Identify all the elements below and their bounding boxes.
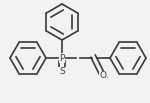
Text: S: S bbox=[59, 67, 65, 77]
Text: O: O bbox=[99, 71, 106, 81]
Text: P: P bbox=[59, 53, 65, 63]
